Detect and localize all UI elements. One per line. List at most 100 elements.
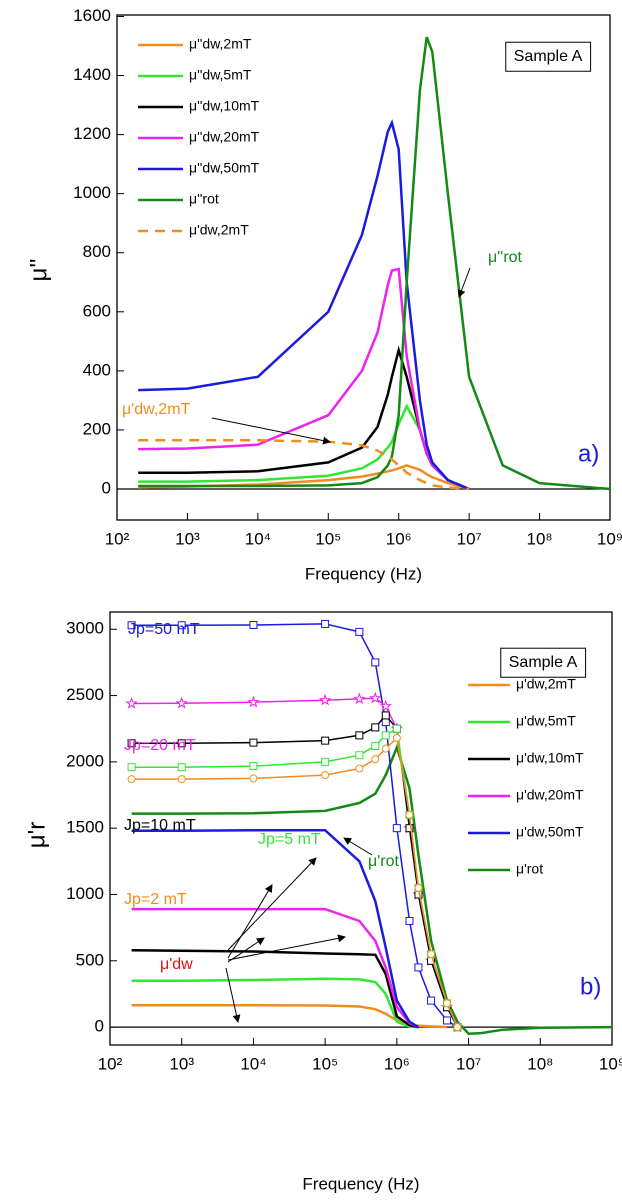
y-tick-label: 1000 [66, 884, 104, 903]
y-tick-label: 0 [102, 478, 111, 497]
series-line [131, 977, 419, 1029]
y-tick-label: 1200 [73, 124, 111, 143]
point [369, 691, 382, 704]
point [381, 711, 390, 720]
point [353, 692, 366, 705]
series-line [138, 464, 470, 491]
point [427, 996, 436, 1005]
point [321, 757, 330, 766]
point [405, 917, 414, 926]
point [127, 763, 136, 772]
legend-label: μ'dw,50mT [516, 824, 584, 840]
point [177, 775, 186, 784]
annotation: b) [580, 973, 601, 1000]
series-line [138, 439, 470, 491]
series-line [131, 727, 459, 1028]
arrow [457, 267, 471, 298]
point [442, 999, 451, 1008]
annotation: a) [578, 440, 599, 467]
annotation-box [500, 647, 587, 678]
annotation: μ'dw [160, 956, 193, 973]
x-tick-label: 10⁴ [245, 529, 271, 548]
y-tick-label: 0 [95, 1017, 104, 1036]
point [127, 621, 136, 630]
x-axis-label: Frequency (Hz) [302, 1174, 419, 1193]
series-line [138, 267, 470, 491]
legend-label: μ'dw,2mT [516, 676, 576, 692]
point [125, 696, 138, 709]
series-line [131, 948, 419, 1029]
point [371, 741, 380, 750]
x-tick-label: 10⁷ [457, 529, 482, 548]
y-tick-label: 200 [83, 419, 111, 438]
legend-label: μ''dw,10mT [189, 98, 260, 114]
legend-label: μ'rot [516, 861, 543, 877]
point [355, 764, 364, 773]
y-tick-label: 600 [83, 301, 111, 320]
point [355, 627, 364, 636]
point [321, 736, 330, 745]
x-tick-label: 10³ [175, 529, 200, 548]
y-tick-label: 2500 [66, 685, 104, 704]
y-tick-label: 400 [83, 360, 111, 379]
point [355, 731, 364, 740]
x-tick-label: 10⁸ [527, 1054, 553, 1073]
point [249, 774, 258, 783]
series-label: Jp=20 mT [124, 737, 196, 754]
point [392, 733, 401, 742]
x-axis-label: Frequency (Hz) [305, 564, 422, 583]
y-axis-label: μ'r [23, 822, 50, 848]
series-line [131, 828, 420, 1029]
x-tick-label: 10⁵ [312, 1054, 338, 1073]
y-tick-label: 1500 [66, 818, 104, 837]
legend-label: μ'dw,2mT [189, 222, 249, 238]
y-tick-label: 3000 [66, 619, 104, 638]
annotation-box [505, 41, 592, 72]
series-label: Jp=2 mT [124, 891, 187, 908]
annotation: μ'dw,2mT [122, 401, 191, 418]
point [392, 724, 401, 733]
point [442, 1016, 451, 1025]
point [381, 744, 390, 753]
series-label: Jp=50 mT [128, 621, 200, 638]
x-tick-label: 10³ [169, 1054, 194, 1073]
x-tick-label: 10⁸ [527, 529, 553, 548]
series-label: Jp=10 mT [124, 817, 196, 834]
point [177, 621, 186, 630]
point [318, 693, 332, 706]
y-axis-label: μ'' [25, 259, 52, 282]
annotation: μ'rot [368, 853, 400, 870]
legend-label: μ''rot [189, 191, 219, 207]
y-tick-label: 2000 [66, 751, 104, 770]
plot-frame [116, 14, 611, 521]
x-tick-label: 10⁶ [384, 1054, 410, 1073]
x-tick-label: 10² [98, 1054, 123, 1073]
point [453, 1023, 462, 1032]
point [127, 739, 136, 748]
point [392, 824, 401, 833]
x-tick-label: 10⁷ [456, 1054, 481, 1073]
x-tick-label: 10⁶ [386, 529, 412, 548]
point [177, 739, 186, 748]
x-tick-label: 10² [105, 529, 130, 548]
series-label: Jp=5 mT [258, 831, 321, 848]
series-line [131, 907, 419, 1029]
point [381, 718, 390, 727]
legend-label: μ'dw,20mT [516, 787, 584, 803]
x-tick-label: 10⁴ [240, 1054, 266, 1073]
series-line [138, 36, 611, 491]
point [371, 755, 380, 764]
point [249, 620, 258, 629]
arrow [227, 937, 265, 963]
x-tick-label: 10⁵ [315, 529, 341, 548]
point [379, 699, 392, 712]
y-tick-label: 1000 [73, 183, 111, 202]
annotation: Sample A [514, 48, 583, 65]
point [381, 731, 390, 740]
point [414, 963, 423, 972]
point [127, 775, 136, 784]
y-tick-label: 1600 [73, 6, 111, 25]
y-tick-label: 1400 [73, 65, 111, 84]
point [247, 695, 260, 708]
